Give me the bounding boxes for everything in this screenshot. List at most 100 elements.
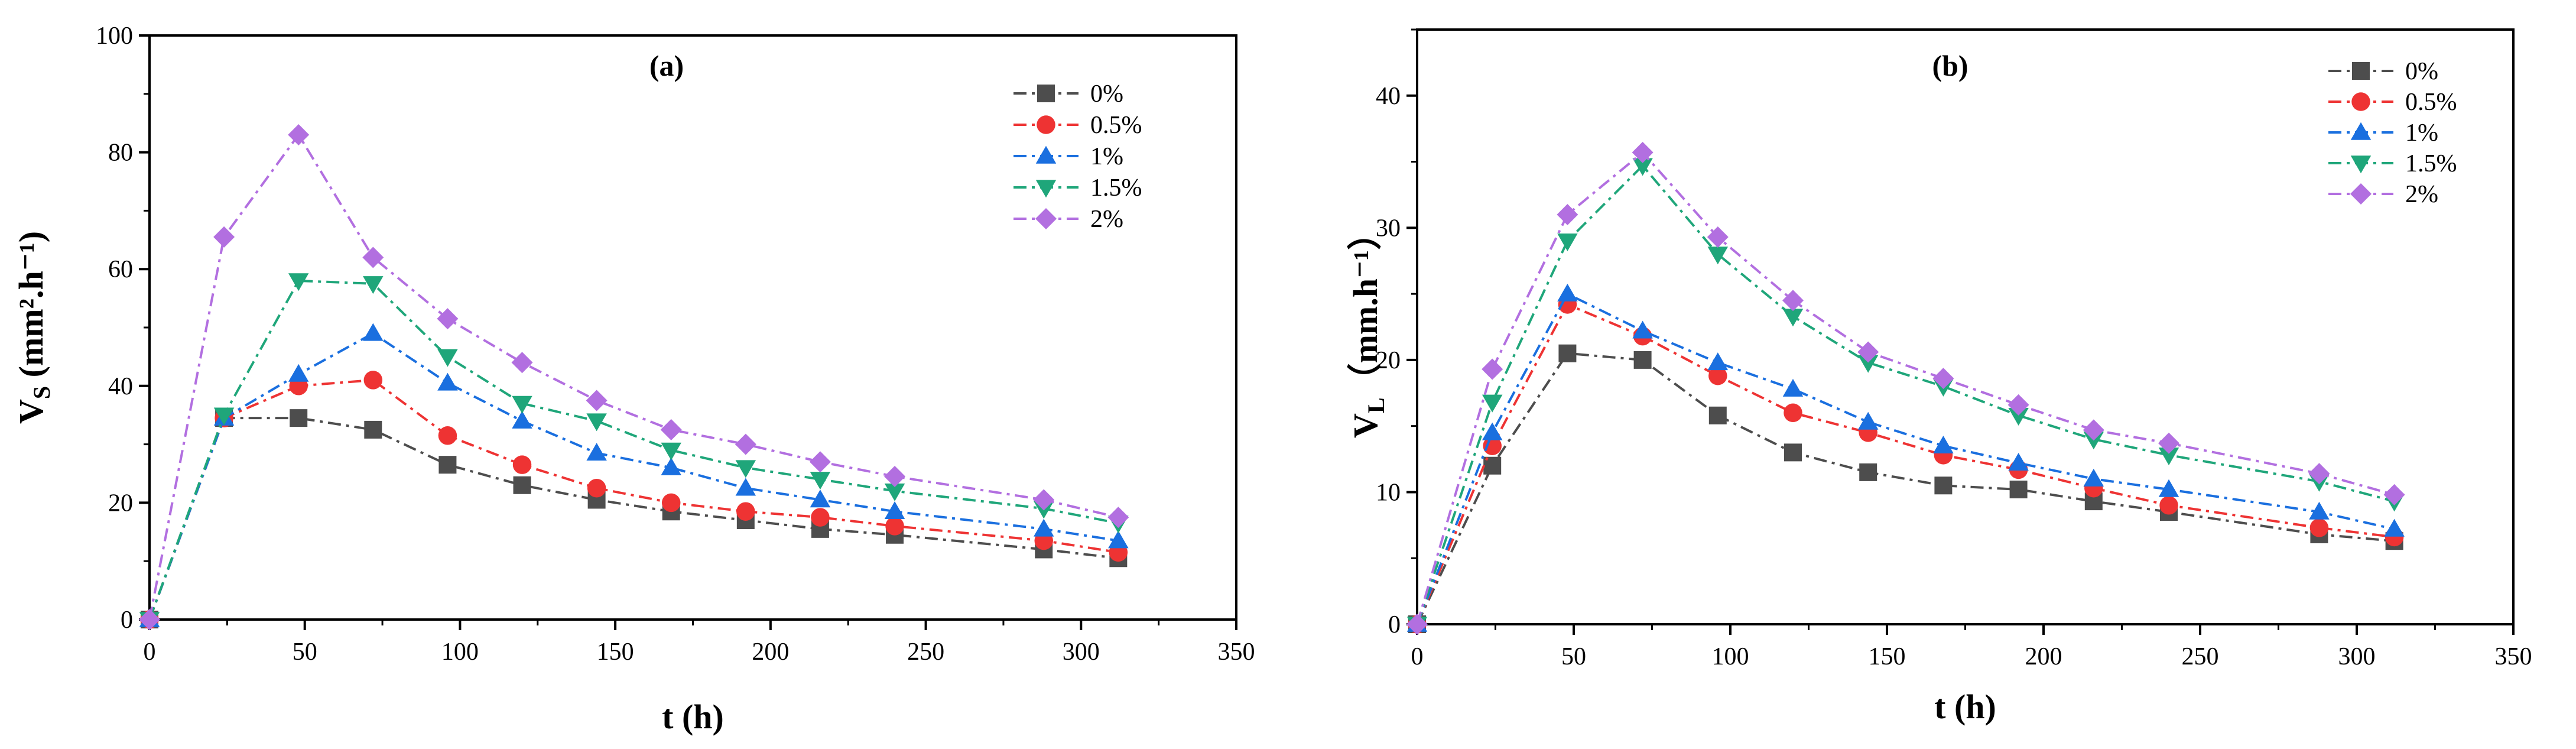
data-point-0.5%: [736, 502, 755, 521]
data-point-1%: [661, 457, 681, 475]
data-point-0.5%: [885, 517, 904, 536]
data-point-1.5%: [1632, 158, 1653, 176]
data-point-0%: [1708, 406, 1727, 424]
y-tick-label: 100: [96, 22, 133, 50]
data-point-1%: [288, 364, 309, 382]
data-point-0.5%: [1708, 366, 1727, 385]
y-axis-title-main: V: [12, 399, 50, 424]
x-tick-label: 0: [144, 638, 156, 666]
data-point-2%: [437, 308, 459, 330]
x-tick-label: 200: [2025, 643, 2062, 670]
y-axis-title-main: V: [1346, 413, 1385, 438]
legend-marker: [1035, 145, 1057, 164]
data-point-1%: [2083, 468, 2104, 487]
y-axis-title: VL（mm.h⁻¹）: [1346, 216, 1389, 438]
data-point-2%: [2308, 463, 2330, 485]
data-point-1%: [586, 443, 607, 461]
data-point-0.5%: [438, 426, 457, 445]
legend-marker: [1035, 208, 1057, 229]
data-point-0%: [364, 420, 382, 439]
data-point-1%: [1707, 352, 1729, 371]
y-tick-label: 10: [1376, 479, 1401, 506]
data-point-1.5%: [810, 472, 831, 490]
legend-label: 2%: [2405, 181, 2438, 208]
data-point-1%: [810, 489, 831, 508]
data-point-1.5%: [437, 349, 458, 367]
data-point-1.5%: [1557, 233, 1578, 251]
data-point-1.5%: [1782, 309, 1804, 327]
data-point-1%: [437, 372, 458, 391]
data-point-1.5%: [512, 395, 532, 414]
data-point-0.5%: [1483, 436, 1502, 455]
data-point-0.5%: [661, 493, 681, 513]
y-axis-title-units: (mm².h⁻¹): [12, 231, 50, 386]
series-line-1.5%: [148, 279, 1119, 620]
legend-marker: [1035, 180, 1057, 198]
data-point-1%: [363, 323, 384, 341]
data-point-1%: [1782, 378, 1804, 397]
data-point-0%: [1784, 443, 1802, 462]
x-axis-title: t (h): [662, 698, 724, 736]
data-point-1%: [884, 501, 905, 519]
data-point-2%: [2007, 394, 2029, 416]
data-point-2%: [511, 352, 533, 374]
data-point-0%: [1558, 344, 1577, 362]
data-point-1.5%: [1707, 247, 1729, 265]
legend-marker: [2350, 122, 2372, 140]
data-point-2%: [362, 247, 384, 268]
data-point-1.5%: [884, 483, 905, 501]
legend-label: 1.5%: [1090, 174, 1142, 202]
x-axis-title: t (h): [1934, 688, 1996, 726]
y-tick-label: 40: [1376, 83, 1401, 110]
legend-marker: [2351, 92, 2370, 111]
data-point-1%: [1632, 320, 1653, 339]
legend-marker: [1037, 85, 1055, 102]
data-point-0.5%: [2309, 518, 2329, 537]
data-point-0%: [1633, 351, 1652, 369]
series-line-0%: [148, 417, 1119, 620]
data-point-1.5%: [363, 276, 384, 294]
data-point-1%: [2384, 518, 2405, 537]
data-point-1%: [735, 478, 756, 496]
panel-label: (a): [649, 49, 684, 82]
data-point-2%: [1707, 226, 1729, 248]
data-point-0%: [1859, 463, 1877, 481]
data-point-2%: [1932, 368, 1954, 390]
y-tick-label: 30: [1376, 215, 1401, 242]
legend-label: 0.5%: [2405, 89, 2457, 116]
data-point-1.5%: [2008, 408, 2029, 426]
data-point-1.5%: [288, 273, 309, 291]
data-point-1.5%: [735, 460, 756, 478]
panel-label: (b): [1932, 49, 1968, 82]
data-point-2%: [1406, 614, 1428, 635]
data-point-0.5%: [587, 478, 606, 498]
data-point-2%: [213, 226, 235, 248]
data-point-2%: [1857, 341, 1879, 363]
data-point-2%: [288, 124, 310, 145]
y-tick-label: 40: [108, 373, 133, 400]
legend-label: 2%: [1090, 206, 1123, 233]
data-point-2%: [586, 390, 608, 411]
data-point-2%: [1482, 358, 1503, 380]
y-axis-title-units: （mm.h⁻¹）: [1346, 216, 1385, 397]
x-tick-label: 250: [907, 638, 944, 666]
legend-label: 1%: [1090, 143, 1123, 170]
data-point-2%: [660, 419, 682, 440]
y-tick-label: 20: [108, 489, 133, 517]
x-tick-label: 300: [1063, 638, 1100, 666]
chart-panel-b: 0 50 100 150 200 250 300 350 0 10 20 30 40 (b) t (h) VL…: [1346, 28, 2532, 726]
data-point-0.5%: [811, 508, 830, 527]
data-point-1%: [512, 410, 532, 429]
data-point-1%: [1933, 435, 1954, 453]
data-point-2%: [2083, 419, 2104, 441]
data-point-0.5%: [1784, 403, 1802, 423]
series-line-0%: [1416, 352, 2395, 625]
y-tick-label: 60: [108, 256, 133, 283]
y-axis-title-subscript: S: [28, 386, 55, 399]
x-tick-label: 50: [1561, 643, 1586, 670]
legend-label: 1.5%: [2405, 150, 2457, 177]
x-tick-label: 300: [2338, 643, 2376, 670]
data-point-2%: [1033, 489, 1055, 511]
data-point-1%: [2158, 479, 2179, 497]
